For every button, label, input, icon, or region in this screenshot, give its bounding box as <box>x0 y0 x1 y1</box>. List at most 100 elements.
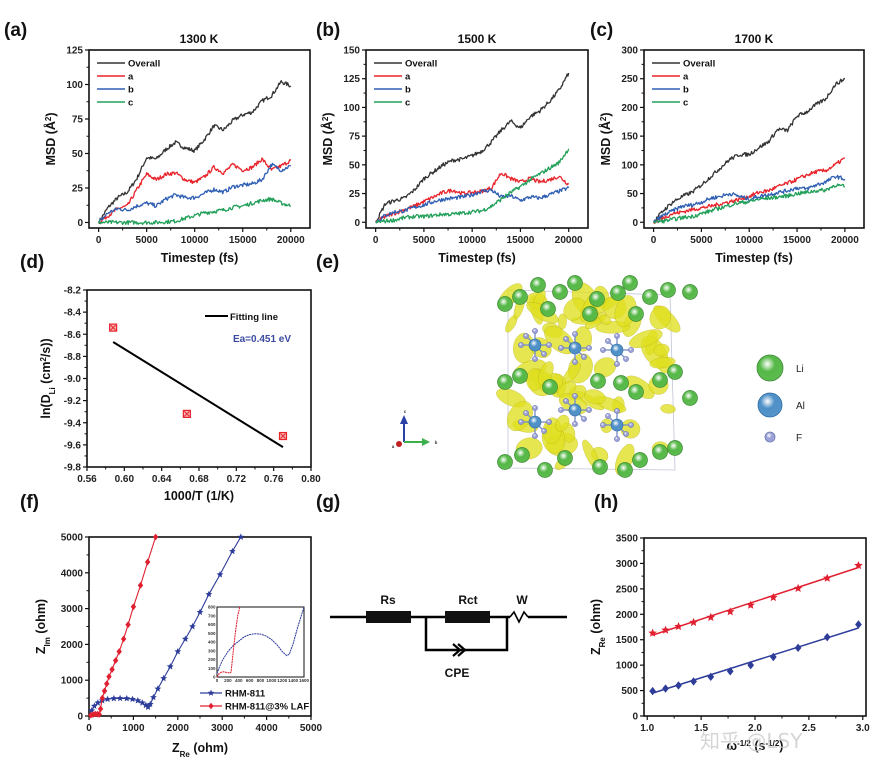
star-marker-rhm811 <box>229 547 236 555</box>
x-label-part: Z <box>172 741 180 755</box>
legend-marker-rhm811 <box>207 689 215 696</box>
star-marker-rhm811_laf <box>854 561 863 570</box>
f-atom <box>563 336 569 342</box>
fit-line-rhm811 <box>652 627 859 694</box>
li-atom <box>667 364 683 380</box>
y-tick-label: 125 <box>343 74 360 85</box>
x-tick-label: 20000 <box>831 235 859 246</box>
x-tick-label: 0.68 <box>189 474 209 485</box>
f-atom <box>558 407 564 413</box>
legend-label-overall: Overall <box>405 59 437 70</box>
f-atom <box>605 413 611 419</box>
x-tick-label: 0.64 <box>152 474 172 485</box>
x-tick-label: 20000 <box>555 235 583 246</box>
diamond-marker-rhm811_laf <box>144 558 151 566</box>
diamond-marker-rhm811_laf <box>109 666 115 673</box>
star-marker-rhm811 <box>166 663 174 670</box>
f-atom <box>628 422 634 428</box>
y-label-part: Z <box>34 646 48 654</box>
fitting-line <box>112 341 284 448</box>
fit-line-rhm811_laf <box>652 566 859 636</box>
star-marker-rhm811 <box>142 701 150 709</box>
f-atom <box>532 328 538 334</box>
y-tick-label: 25 <box>349 189 361 200</box>
star-marker-rhm811 <box>216 571 224 578</box>
diamond-marker-rhm811 <box>769 652 777 662</box>
x-tick-label: 5000 <box>413 235 436 246</box>
legend-label-c: c <box>683 98 688 109</box>
f-atom <box>572 359 578 365</box>
li-atom <box>642 289 658 305</box>
y-label-part: (ohm) <box>589 599 603 637</box>
f-atom <box>546 419 552 425</box>
panel-h-warburg: 1.0 1.5 2.0 2.5 3.0 0 500 1000 1500 2000 2500 3000 3… <box>589 534 870 754</box>
diamond-marker-rhm811_laf <box>130 603 137 611</box>
legend-label-rhm811_laf: RHM-811@3% LAF <box>225 702 309 713</box>
label-rs: Rs <box>380 593 396 607</box>
f-atom <box>600 422 606 428</box>
resistor-rct <box>445 611 490 623</box>
x-tick-label: 0.72 <box>227 474 247 485</box>
y-label-part: (ohm) <box>34 599 48 637</box>
f-atom <box>572 331 578 337</box>
x-tick-label: 3.0 <box>856 723 870 734</box>
y-tick-label: 100 <box>66 80 83 91</box>
f-atom <box>532 356 538 362</box>
star-marker-rhm811 <box>129 695 136 703</box>
f-atom <box>586 345 592 351</box>
li-atom <box>592 459 608 475</box>
y-tick-label: 0 <box>77 218 83 229</box>
star-marker-rhm811 <box>116 694 124 702</box>
f-atom <box>614 333 620 339</box>
inset-y-tick-label: 0 <box>213 675 216 680</box>
legend-label-a: a <box>128 72 134 83</box>
li-atom <box>682 390 698 406</box>
x-tick-label: 0.76 <box>264 474 284 485</box>
li-atom <box>622 275 638 291</box>
x-tick-label: 0 <box>651 235 657 246</box>
y-tick-label: -9.0 <box>64 374 82 385</box>
inset-x-tick-label: 800 <box>257 678 265 683</box>
activation-energy-annotation: Ea=0.451 eV <box>233 334 291 345</box>
panel-label-h: (h) <box>594 492 618 513</box>
y-tick-label: 1000 <box>61 676 84 687</box>
li-atom <box>552 284 568 300</box>
y-tick-label: -8.6 <box>64 330 82 341</box>
legend-al-sphere <box>757 392 783 418</box>
diamond-marker-rhm811 <box>707 672 715 682</box>
legend-label-c: c <box>128 98 133 109</box>
inset-x-tick-label: 600 <box>246 678 254 683</box>
y-tick-label: 0 <box>632 712 638 723</box>
legend-label-overall: Overall <box>683 59 715 70</box>
y-tick-label: -9.4 <box>64 418 82 429</box>
y-tick-label: 2500 <box>616 584 639 595</box>
li-atom <box>497 296 513 312</box>
li-atom <box>632 452 648 468</box>
y-tick-label: 75 <box>72 114 84 125</box>
li-atom <box>537 462 553 478</box>
li-atom <box>512 368 528 384</box>
panel-label-a: (a) <box>4 20 27 41</box>
li-atom <box>660 282 676 298</box>
chart-title: 1700 K <box>735 32 774 46</box>
star-marker-rhm811_laf <box>769 593 778 602</box>
point-cross <box>184 411 190 417</box>
inset-series-rhm811 <box>216 606 305 674</box>
x-axis-label: 1000/T (1/K) <box>164 489 234 503</box>
y-tick-label: 1500 <box>616 635 639 646</box>
series-line-c <box>98 197 292 226</box>
inset-frame <box>216 606 305 678</box>
inset-y-tick-label: 800 <box>208 605 216 610</box>
y-axis-label: MSD (Å2) <box>320 112 335 165</box>
diamond-marker-rhm811_laf <box>116 648 122 655</box>
y-label-part: /s)) <box>39 338 53 357</box>
axis-label-a: a <box>392 444 395 449</box>
legend-f-label: F <box>796 433 802 444</box>
y-tick-label: 50 <box>72 149 84 160</box>
star-marker-rhm811 <box>154 685 162 692</box>
superscript: 2 <box>599 116 608 121</box>
y-tick-label: 150 <box>621 132 638 143</box>
star-marker-rhm811 <box>94 699 102 706</box>
star-marker-rhm811 <box>160 674 167 682</box>
y-tick-label: -9.2 <box>64 396 82 407</box>
